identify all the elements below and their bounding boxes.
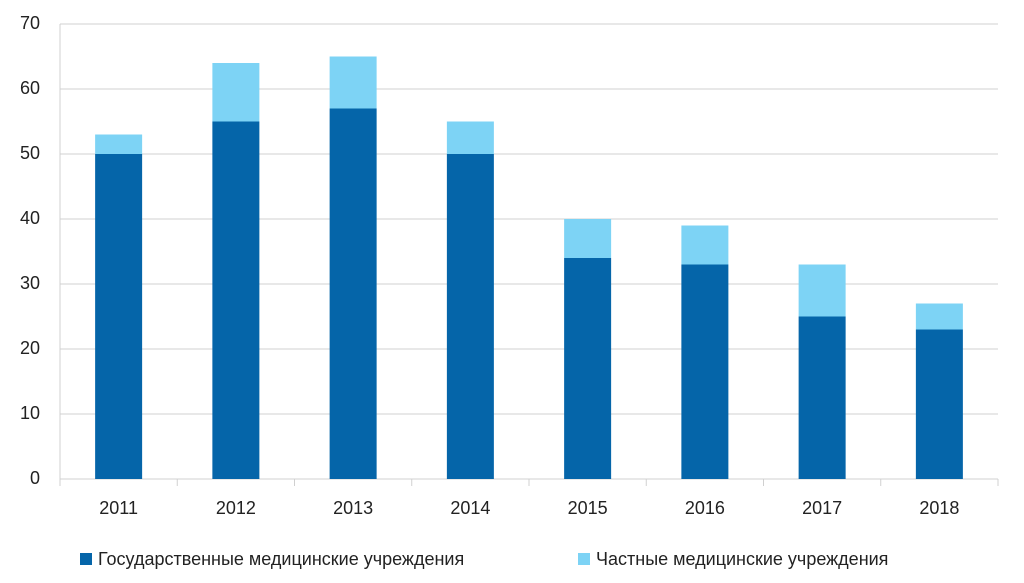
bar-segment (329, 108, 377, 479)
bar-segment (681, 264, 729, 479)
x-tick-label: 2012 (216, 498, 256, 518)
bar-segment (95, 154, 143, 479)
bar-segment (915, 303, 963, 330)
bar-segment (564, 258, 612, 479)
y-tick-label: 0 (30, 468, 40, 488)
bar-segment (212, 121, 260, 479)
x-tick-label: 2015 (568, 498, 608, 518)
x-tick-label: 2017 (802, 498, 842, 518)
x-tick-label: 2011 (99, 498, 138, 518)
y-tick-label: 50 (20, 143, 40, 163)
legend-label: Частные медицинские учреждения (596, 549, 888, 569)
bar-segment (446, 154, 494, 479)
x-tick-label: 2016 (685, 498, 725, 518)
x-tick-label: 2018 (919, 498, 959, 518)
y-tick-label: 70 (20, 13, 40, 33)
x-tick-label: 2013 (333, 498, 373, 518)
bar-segment (212, 63, 260, 122)
bar-segment (681, 225, 729, 265)
bar-segment (95, 134, 143, 154)
bar-segment (915, 329, 963, 479)
legend-swatch (578, 553, 590, 565)
bar-segment (564, 219, 612, 258)
bar-segment (329, 56, 377, 109)
legend-label: Государственные медицинские учреждения (98, 549, 464, 569)
y-tick-label: 30 (20, 273, 40, 293)
bar-segment (798, 264, 846, 317)
bar-segment (446, 121, 494, 154)
bar-segment (798, 316, 846, 479)
x-tick-label: 2014 (450, 498, 490, 518)
y-tick-label: 10 (20, 403, 40, 423)
y-tick-label: 40 (20, 208, 40, 228)
y-tick-label: 60 (20, 78, 40, 98)
legend-swatch (80, 553, 92, 565)
y-tick-label: 20 (20, 338, 40, 358)
